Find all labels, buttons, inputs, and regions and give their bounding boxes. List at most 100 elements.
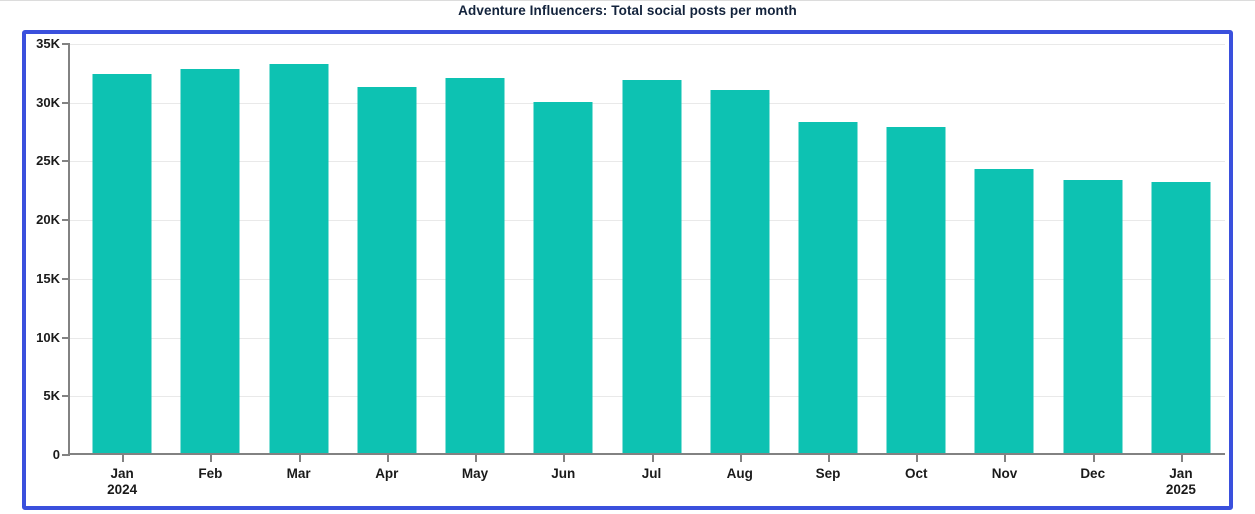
x-tick-mark <box>298 455 301 462</box>
bar-jul[interactable] <box>622 79 682 453</box>
y-tick-label: 10K <box>36 329 60 345</box>
bar-cell <box>519 44 607 453</box>
x-tick-mark <box>475 455 478 462</box>
x-axis-line <box>68 453 1225 455</box>
bar-cell <box>254 44 342 453</box>
x-tick-label: Jan 2025 <box>1137 466 1225 498</box>
x-label-month: Sep <box>815 466 841 481</box>
x-tick-mark <box>563 455 566 462</box>
x-tick-mark <box>827 455 830 462</box>
x-label-month: May <box>461 466 489 481</box>
y-tick-mark <box>62 43 70 45</box>
y-tick-label: 20K <box>36 212 60 228</box>
y-tick-mark <box>62 454 70 456</box>
bar-dec[interactable] <box>1063 179 1123 453</box>
y-tick-label: 5K <box>43 388 60 404</box>
x-label-month: Nov <box>991 466 1018 481</box>
x-tick-cell <box>696 455 784 463</box>
y-tick-label: 15K <box>36 270 60 286</box>
bar-cell <box>607 44 695 453</box>
x-tick-label: May <box>431 466 519 498</box>
x-axis-labels: Jan 2024 Feb Mar Apr May Jun Jul Aug Sep Oct Nov Dec… <box>70 466 1225 498</box>
y-tick-mark <box>62 219 70 222</box>
bar-mar[interactable] <box>269 63 329 453</box>
x-tick-mark <box>1092 455 1095 462</box>
y-tick-mark <box>62 101 70 104</box>
x-label-month: Jul <box>641 466 662 481</box>
x-tick-label: Feb <box>166 466 254 498</box>
x-label-month: Jun <box>551 466 576 481</box>
x-tick-mark <box>739 455 742 462</box>
x-tick-cell <box>343 455 431 463</box>
bars-row <box>70 44 1225 453</box>
bar-apr[interactable] <box>357 87 417 453</box>
y-tick-mark <box>62 395 70 398</box>
bar-sep[interactable] <box>798 121 858 453</box>
x-tick-label: Dec <box>1049 466 1137 498</box>
x-tick-mark <box>210 455 213 462</box>
x-tick-label: Jun <box>519 466 607 498</box>
y-tick-mark <box>62 160 70 163</box>
x-tick-cell <box>960 455 1048 463</box>
y-tick-mark <box>62 277 70 280</box>
bar-cell <box>343 44 431 453</box>
x-tick-label: Jan 2024 <box>78 466 166 498</box>
x-tick-cell <box>519 455 607 463</box>
x-tick-cell <box>872 455 960 463</box>
bar-may[interactable] <box>445 77 505 453</box>
x-tick-cell <box>78 455 166 463</box>
bar-jan-2025[interactable] <box>1151 181 1211 453</box>
x-label-month: Mar <box>286 466 311 481</box>
x-tick-mark <box>1180 455 1183 462</box>
gridline <box>70 44 1225 45</box>
x-tick-cell <box>431 455 519 463</box>
x-tick-mark <box>386 455 389 462</box>
bar-jun[interactable] <box>533 102 593 453</box>
x-tick-mark <box>651 455 654 462</box>
x-tick-mark <box>1004 455 1007 462</box>
x-label-month: Dec <box>1080 466 1106 481</box>
y-tick-label: 0 <box>52 447 60 462</box>
y-tick-label: 25K <box>36 153 60 169</box>
plot-area <box>68 44 1225 462</box>
bar-cell <box>960 44 1048 453</box>
y-axis-line <box>68 44 70 455</box>
y-tick-label: 35K <box>36 36 60 51</box>
bar-jan-2024[interactable] <box>92 74 152 453</box>
x-tick-label: Aug <box>696 466 784 498</box>
x-ticks <box>70 455 1225 463</box>
x-tick-label: Apr <box>343 466 431 498</box>
x-label-year: 2024 <box>107 482 138 497</box>
bar-cell <box>872 44 960 453</box>
x-label-month: Jan <box>110 466 134 481</box>
x-tick-label: Oct <box>872 466 960 498</box>
x-tick-label: Jul <box>607 466 695 498</box>
x-tick-cell <box>784 455 872 463</box>
x-tick-cell <box>607 455 695 463</box>
x-label-month: Aug <box>726 466 753 481</box>
chart-frame: 35K 30K 25K 20K 15K 10K 5K 0 Jan 2024 Feb Mar Apr Ma… <box>22 30 1233 510</box>
x-tick-cell <box>1049 455 1137 463</box>
bar-cell <box>78 44 166 453</box>
bar-cell <box>1049 44 1137 453</box>
bar-oct[interactable] <box>886 126 946 453</box>
x-tick-mark <box>122 455 125 462</box>
bar-cell <box>784 44 872 453</box>
bar-cell <box>431 44 519 453</box>
bar-cell <box>1137 44 1225 453</box>
x-label-month: Apr <box>375 466 399 481</box>
y-tick-mark <box>62 336 70 339</box>
bar-aug[interactable] <box>710 90 770 453</box>
x-label-month: Jan <box>1169 466 1193 481</box>
x-tick-cell <box>166 455 254 463</box>
x-tick-label: Nov <box>960 466 1048 498</box>
plot-region: 35K 30K 25K 20K 15K 10K 5K 0 Jan 2024 Feb Mar Apr Ma… <box>26 34 1229 506</box>
x-tick-label: Sep <box>784 466 872 498</box>
chart-title: Adventure Influencers: Total social post… <box>458 3 797 18</box>
bar-cell <box>696 44 784 453</box>
bar-nov[interactable] <box>974 169 1034 453</box>
x-label-month: Oct <box>904 466 928 481</box>
x-tick-label: Mar <box>254 466 342 498</box>
bar-cell <box>166 44 254 453</box>
bar-feb[interactable] <box>180 69 240 453</box>
